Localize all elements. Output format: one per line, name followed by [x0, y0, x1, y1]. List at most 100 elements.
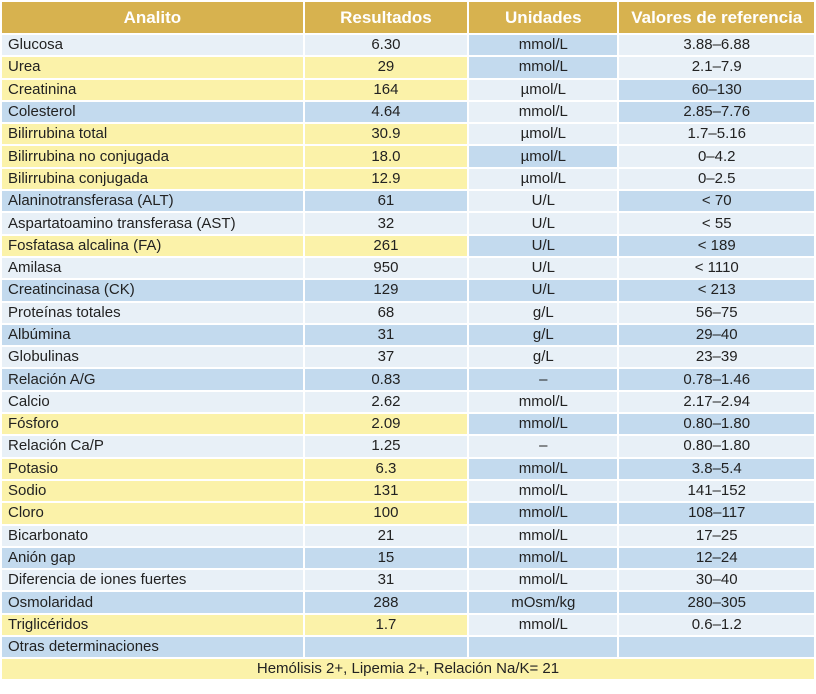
unidad-cell: mmol/L [469, 525, 618, 546]
referencia-cell [619, 637, 814, 658]
analito-cell: Calcio [2, 391, 303, 413]
table-row: Aspartatoamino transferasa (AST) 32 U/L < 5… [2, 213, 814, 234]
table-row: Proteínas totales 68 g/L 56–75 [2, 302, 814, 323]
resultado-cell: 31 [304, 570, 468, 591]
resultado-cell: 29 [304, 57, 468, 78]
resultado-cell: 12.9 [304, 168, 468, 190]
resultado-cell: 129 [304, 280, 468, 301]
analito-cell: Colesterol [2, 101, 303, 123]
table-row: Globulinas 37 g/L 23–39 [2, 347, 814, 368]
table-row: Triglicéridos 1.7 mmol/L 0.6–1.2 [2, 614, 814, 636]
table-row: Bilirrubina total 30.9 µmol/L 1.7–5.16 [2, 124, 814, 145]
unidad-cell: U/L [469, 257, 618, 279]
table-row: Bilirrubina no conjugada 18.0 µmol/L 0–4.2 [2, 146, 814, 167]
referencia-cell: < 213 [619, 280, 814, 301]
table-row: Bilirrubina conjugada 12.9 µmol/L 0–2.5 [2, 168, 814, 190]
table-row: Bicarbonato 21 mmol/L 17–25 [2, 525, 814, 546]
referencia-cell: 29–40 [619, 324, 814, 346]
resultado-cell: 68 [304, 302, 468, 323]
table-row: Albúmina 31 g/L 29–40 [2, 324, 814, 346]
analito-cell: Bilirrubina total [2, 124, 303, 145]
referencia-cell: 1.7–5.16 [619, 124, 814, 145]
table-row: Creatincinasa (CK) 129 U/L < 213 [2, 280, 814, 301]
unidad-cell: µmol/L [469, 124, 618, 145]
table-row: Calcio 2.62 mmol/L 2.17–2.94 [2, 391, 814, 413]
analito-cell: Bilirrubina no conjugada [2, 146, 303, 167]
footer-row: Hemólisis 2+, Lipemia 2+, Relación Na/K=… [2, 659, 814, 680]
resultado-cell: 2.62 [304, 391, 468, 413]
referencia-cell: 12–24 [619, 547, 814, 569]
analito-cell: Aspartatoamino transferasa (AST) [2, 213, 303, 234]
resultado-cell: 61 [304, 191, 468, 212]
unidad-cell: mOsm/kg [469, 592, 618, 613]
header-analito: Analito [2, 2, 303, 33]
analito-cell: Proteínas totales [2, 302, 303, 323]
analito-cell: Potasio [2, 458, 303, 479]
resultado-cell: 37 [304, 347, 468, 368]
analito-cell: Relación Ca/P [2, 436, 303, 457]
analito-cell: Sodio [2, 480, 303, 502]
unidad-cell: µmol/L [469, 79, 618, 100]
resultado-cell: 100 [304, 503, 468, 524]
resultado-cell: 950 [304, 257, 468, 279]
table-row: Amilasa 950 U/L < 1110 [2, 257, 814, 279]
analito-cell: Diferencia de iones fuertes [2, 570, 303, 591]
resultado-cell: 261 [304, 235, 468, 256]
unidad-cell [469, 637, 618, 658]
resultado-cell: 1.25 [304, 436, 468, 457]
unidad-cell: g/L [469, 302, 618, 323]
analito-cell: Alaninotransferasa (ALT) [2, 191, 303, 212]
table-row: Diferencia de iones fuertes 31 mmol/L 30–40 [2, 570, 814, 591]
unidad-cell: U/L [469, 235, 618, 256]
resultado-cell: 18.0 [304, 146, 468, 167]
table-row: Relación A/G 0.83–0.78–1.46 [2, 369, 814, 390]
analito-cell: Bilirrubina conjugada [2, 168, 303, 190]
referencia-cell: 17–25 [619, 525, 814, 546]
unidad-cell: mmol/L [469, 503, 618, 524]
table-row: Alaninotransferasa (ALT) 61 U/L < 70 [2, 191, 814, 212]
referencia-cell: 60–130 [619, 79, 814, 100]
referencia-cell: 2.85–7.76 [619, 101, 814, 123]
analito-cell: Relación A/G [2, 369, 303, 390]
resultado-cell: 164 [304, 79, 468, 100]
referencia-cell: 56–75 [619, 302, 814, 323]
unidad-cell: mmol/L [469, 614, 618, 636]
referencia-cell: 23–39 [619, 347, 814, 368]
unidad-cell: U/L [469, 191, 618, 212]
analito-cell: Globulinas [2, 347, 303, 368]
referencia-cell: 30–40 [619, 570, 814, 591]
resultado-cell: 31 [304, 324, 468, 346]
analito-cell: Creatincinasa (CK) [2, 280, 303, 301]
table-row: Otras determinaciones [2, 637, 814, 658]
analito-cell: Fosfatasa alcalina (FA) [2, 235, 303, 256]
table-row: Potasio 6.3 mmol/L 3.8–5.4 [2, 458, 814, 479]
table-row: Creatinina 164 µmol/L 60–130 [2, 79, 814, 100]
footer-note: Hemólisis 2+, Lipemia 2+, Relación Na/K=… [2, 659, 814, 680]
unidad-cell: mmol/L [469, 57, 618, 78]
table-row: Anión gap 15 mmol/L 12–24 [2, 547, 814, 569]
referencia-cell: 108–117 [619, 503, 814, 524]
referencia-cell: < 189 [619, 235, 814, 256]
analito-cell: Cloro [2, 503, 303, 524]
unidad-cell: mmol/L [469, 480, 618, 502]
referencia-cell: 3.88–6.88 [619, 35, 814, 56]
resultado-cell: 6.30 [304, 35, 468, 56]
analito-cell: Glucosa [2, 35, 303, 56]
unidad-cell: – [469, 369, 618, 390]
unidad-cell: µmol/L [469, 146, 618, 167]
resultado-cell: 30.9 [304, 124, 468, 145]
table-row: Fósforo 2.09 mmol/L 0.80–1.80 [2, 414, 814, 435]
referencia-cell: 2.17–2.94 [619, 391, 814, 413]
referencia-cell: 2.1–7.9 [619, 57, 814, 78]
analito-cell: Albúmina [2, 324, 303, 346]
header-valores-referencia: Valores de referencia [619, 2, 814, 33]
table-row: Relación Ca/P 1.25–0.80–1.80 [2, 436, 814, 457]
resultado-cell: 6.3 [304, 458, 468, 479]
referencia-cell: 280–305 [619, 592, 814, 613]
unidad-cell: mmol/L [469, 547, 618, 569]
header-unidades: Unidades [469, 2, 618, 33]
resultado-cell [304, 637, 468, 658]
referencia-cell: 0.80–1.80 [619, 414, 814, 435]
unidad-cell: mmol/L [469, 35, 618, 56]
